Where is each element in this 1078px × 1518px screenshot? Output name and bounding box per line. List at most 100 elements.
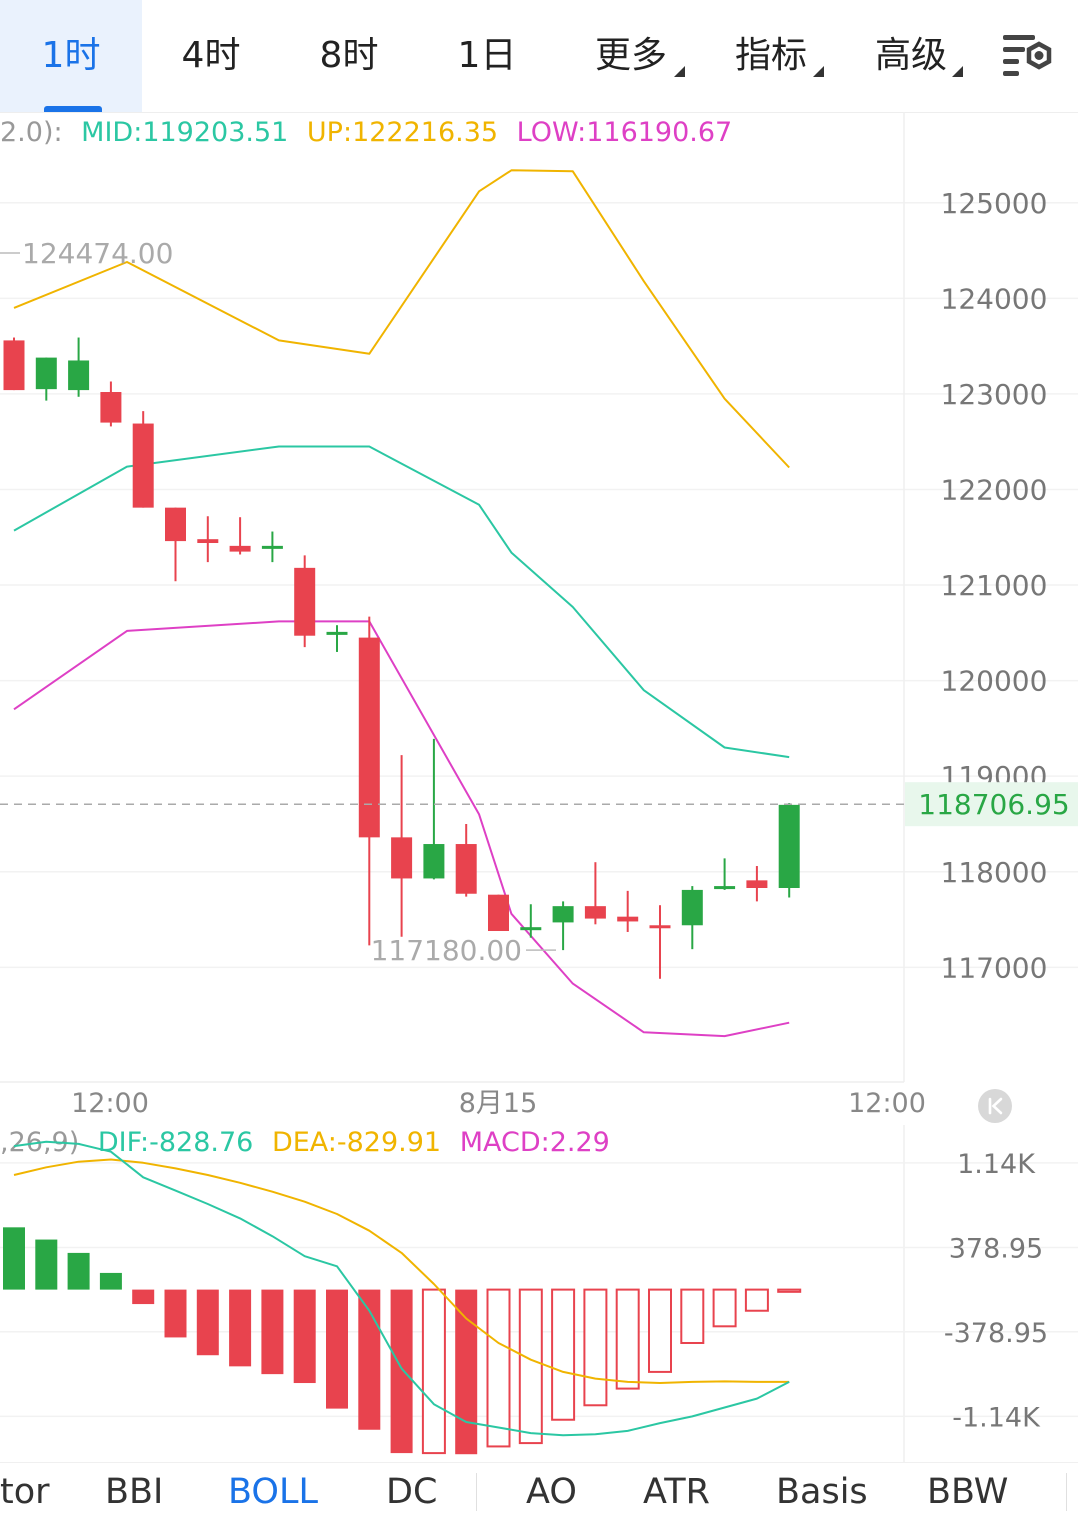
tab-1h[interactable]: 1时: [0, 0, 142, 112]
candle-body-up: [714, 886, 736, 890]
boll-mid-value: MID:119203.51: [81, 117, 288, 148]
tab-1h-label: 1时: [41, 35, 101, 76]
macd-histogram-bar: [744, 1288, 769, 1312]
candle-body-down: [617, 916, 639, 922]
macd-histogram-bar: [293, 1289, 316, 1384]
macd-histogram-bar: [3, 1227, 25, 1290]
price-axis-label: 122000: [941, 473, 1048, 506]
macd-histogram-bar: [583, 1288, 608, 1407]
chart-canvas[interactable]: 2.0): MID:119203.51 UP:122216.35 LOW:116…: [0, 112, 1078, 1462]
macd-histogram-bar: [99, 1272, 122, 1290]
candle-body-down: [488, 894, 509, 932]
time-tick-1: 12:00: [71, 1088, 149, 1119]
price-axis-label: 123000: [941, 378, 1048, 411]
indicator-tab-boll[interactable]: BOLL: [228, 1472, 318, 1512]
macd-axis-label: 1.14K: [957, 1149, 1036, 1180]
price-axis-label: 120000: [941, 665, 1048, 698]
current-price-label: 118706.95: [918, 788, 1069, 821]
indicator-tab-bbi[interactable]: BBI: [105, 1472, 164, 1512]
macd-histogram-bar: [615, 1288, 640, 1390]
indicator-tab-basis[interactable]: Basis: [776, 1472, 868, 1512]
price-axis-label: 121000: [941, 569, 1048, 602]
boll-mid-line: [13, 445, 790, 759]
macd-axis-label: -1.14K: [952, 1402, 1041, 1433]
candle-body-down: [100, 392, 122, 423]
macd-histogram-bar: [67, 1252, 90, 1290]
bollinger-bands: [13, 169, 790, 1038]
macd-histogram-bar: [421, 1288, 446, 1455]
macd-histogram-bar: [712, 1288, 737, 1328]
macd-histogram-bar: [164, 1289, 187, 1338]
low-marker-label: 117180.00: [371, 934, 522, 967]
macd-value: MACD:2.29: [460, 1127, 610, 1158]
macd-histogram-bar: [648, 1288, 672, 1373]
boll-lower-value: LOW:116190.67: [517, 117, 733, 148]
tab-4h[interactable]: 4时: [142, 0, 280, 112]
candle-body-down: [229, 545, 251, 552]
price-axis-label: 118000: [941, 856, 1048, 889]
tab-4h-label: 4时: [181, 35, 241, 76]
indicator-tab-bbw[interactable]: BBW: [927, 1472, 1009, 1512]
more-dropdown[interactable]: 更多: [572, 0, 690, 112]
indicator-tab-end-separator: [1066, 1473, 1067, 1511]
macd-histogram: [3, 1227, 802, 1455]
time-tick-3: 12:00: [848, 1088, 926, 1119]
price-axis-label: 117000: [941, 951, 1048, 984]
active-tab-indicator: [44, 106, 102, 112]
indicator-tab-atr[interactable]: ATR: [643, 1472, 710, 1512]
candle-body-down: [197, 539, 219, 544]
boll-legend: 2.0): MID:119203.51 UP:122216.35 LOW:116…: [0, 117, 732, 148]
candle-body-up: [423, 844, 445, 879]
macd-histogram-bar: [680, 1288, 705, 1344]
indicator-selector-bar: tor BBI BOLL DC AO ATR Basis BBW: [0, 1462, 1078, 1518]
candle-body-down: [746, 880, 768, 888]
macd-axis-label: -378.95: [944, 1318, 1048, 1349]
chart-settings-icon[interactable]: [1000, 32, 1056, 82]
macd-histogram-bar: [132, 1289, 155, 1305]
macd-histogram-bar: [486, 1288, 511, 1448]
candle-body-up: [681, 889, 703, 926]
candle-body-down: [391, 837, 413, 879]
indicators-dropdown[interactable]: 指标: [712, 0, 830, 112]
candle-body-down: [132, 423, 154, 508]
macd-axis-labels: 1.14K 378.95 -378.95 -1.14K: [944, 1149, 1048, 1434]
macd-dif-value: DIF:-828.76: [98, 1127, 254, 1158]
tab-8h-label: 8时: [319, 35, 379, 76]
candle-body-down: [584, 906, 606, 919]
macd-histogram-bar: [261, 1289, 284, 1375]
time-tick-2: 8月15: [459, 1088, 538, 1119]
macd-histogram-bar: [518, 1288, 543, 1445]
tab-1d[interactable]: 1日: [418, 0, 556, 112]
candle-body-up: [520, 927, 542, 931]
candle-body-down: [358, 637, 380, 838]
advanced-dropdown[interactable]: 高级: [852, 0, 970, 112]
macd-axis-label: 378.95: [949, 1233, 1043, 1264]
current-price-badge: [905, 782, 1078, 827]
macd-histogram-bar: [35, 1239, 58, 1290]
macd-lines: [13, 1140, 790, 1437]
boll-lower-line: [13, 620, 790, 1038]
candle-body-up: [261, 545, 283, 549]
indicator-tab-tor[interactable]: tor: [0, 1472, 50, 1512]
indicator-tab-ao[interactable]: AO: [526, 1472, 577, 1512]
macd-histogram-bar: [390, 1289, 413, 1454]
price-axis-label: 124000: [941, 282, 1048, 315]
candle-body-up: [778, 804, 800, 888]
candle-body-down: [649, 925, 671, 929]
macd-histogram-bar: [229, 1289, 252, 1367]
candle-body-down: [165, 507, 186, 542]
advanced-label: 高级: [874, 35, 947, 76]
candle-body-down: [3, 340, 25, 391]
tab-1d-label: 1日: [457, 35, 517, 76]
high-marker-label: 124474.00: [22, 237, 173, 270]
candlestick-series: [3, 337, 800, 979]
boll-upper-value: UP:122216.35: [307, 117, 498, 148]
indicators-label: 指标: [734, 35, 807, 76]
tab-8h[interactable]: 8时: [280, 0, 418, 112]
indicator-tab-dc[interactable]: DC: [386, 1472, 438, 1512]
candle-body-up: [35, 357, 57, 390]
boll-upper-line: [13, 169, 790, 469]
more-label: 更多: [594, 35, 667, 76]
price-axis-labels: 1250001240001230001220001210001200001190…: [941, 187, 1048, 985]
scroll-to-latest-button[interactable]: [978, 1089, 1012, 1123]
